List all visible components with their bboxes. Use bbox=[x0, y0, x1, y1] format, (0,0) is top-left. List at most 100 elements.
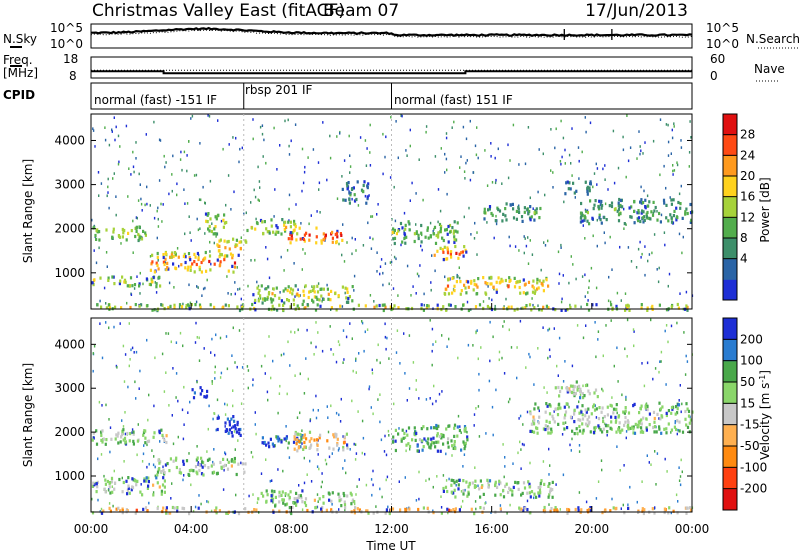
heatmap-cell bbox=[95, 228, 98, 233]
heatmap-cell bbox=[282, 498, 285, 502]
heatmap-cell bbox=[462, 303, 465, 307]
heatmap-cell bbox=[254, 308, 257, 312]
heatmap-cell bbox=[549, 431, 552, 435]
heatmap-cell bbox=[389, 176, 392, 179]
heatmap-cell bbox=[361, 451, 363, 455]
heatmap-cell bbox=[478, 388, 480, 392]
heatmap-cell bbox=[132, 432, 135, 436]
heatmap-cell bbox=[604, 202, 607, 206]
heatmap-cell bbox=[295, 203, 297, 206]
heatmap-cell bbox=[595, 355, 597, 359]
heatmap-cell bbox=[447, 424, 450, 428]
heatmap-cell bbox=[540, 308, 543, 312]
heatmap-cell bbox=[601, 430, 604, 434]
heatmap-cell bbox=[670, 428, 673, 432]
heatmap-cell bbox=[272, 359, 274, 363]
heatmap-cell bbox=[633, 431, 637, 435]
heatmap-cell bbox=[690, 136, 692, 139]
heatmap-cell bbox=[640, 306, 643, 310]
heatmap-cell bbox=[376, 358, 378, 362]
heatmap-cell bbox=[256, 501, 259, 504]
heatmap-cell bbox=[234, 448, 236, 451]
heatmap-cell bbox=[539, 484, 542, 488]
heatmap-cell bbox=[600, 206, 603, 210]
heatmap-cell bbox=[205, 219, 208, 223]
heatmap-cell bbox=[204, 286, 206, 290]
heatmap-cell bbox=[350, 502, 353, 506]
heatmap-cell bbox=[109, 491, 112, 495]
heatmap-cell bbox=[124, 353, 127, 356]
heatmap-cell bbox=[303, 233, 306, 237]
heatmap-cell bbox=[528, 482, 531, 486]
heatmap-cell bbox=[182, 459, 185, 463]
heatmap-cell bbox=[586, 302, 589, 307]
heatmap-cell bbox=[447, 437, 450, 441]
heatmap-cell bbox=[130, 348, 132, 352]
heatmap-cell bbox=[464, 248, 467, 252]
heatmap-cell bbox=[462, 479, 465, 483]
heatmap-cell bbox=[564, 308, 567, 312]
heatmap-cell bbox=[572, 388, 575, 392]
heatmap-cell bbox=[200, 456, 203, 460]
heatmap-cell bbox=[176, 506, 179, 510]
heatmap-cell bbox=[510, 346, 513, 349]
heatmap-cell bbox=[267, 285, 270, 289]
heatmap-cell bbox=[322, 297, 325, 301]
nsky-panel: N.Sky 10^5 10^0 10^5 10^0 N.Search bbox=[3, 21, 800, 51]
heatmap-cell bbox=[294, 295, 296, 298]
heatmap-cell bbox=[140, 197, 142, 201]
heatmap-cell bbox=[406, 399, 408, 402]
heatmap-cell bbox=[433, 225, 437, 229]
heatmap-cell bbox=[294, 501, 297, 505]
heatmap-cell bbox=[351, 498, 355, 502]
heatmap-cell bbox=[175, 341, 178, 344]
heatmap-cell bbox=[464, 286, 467, 290]
heatmap-cell bbox=[240, 402, 243, 405]
date-label: 17/Jun/2013 bbox=[585, 1, 688, 21]
heatmap-cell bbox=[415, 379, 417, 382]
heatmap-cell bbox=[290, 511, 293, 516]
heatmap-cell bbox=[260, 284, 263, 288]
heatmap-cell bbox=[120, 435, 123, 439]
heatmap-cell bbox=[617, 414, 621, 418]
heatmap-cell bbox=[213, 227, 216, 231]
heatmap-cell bbox=[380, 438, 383, 442]
heatmap-cell bbox=[586, 192, 589, 196]
heatmap-cell bbox=[363, 180, 366, 184]
heatmap-cell bbox=[366, 195, 369, 199]
heatmap-cell bbox=[204, 256, 207, 260]
heatmap-cell bbox=[546, 427, 549, 431]
heatmap-cell bbox=[372, 469, 374, 473]
heatmap-cell bbox=[417, 236, 420, 241]
heatmap-cell bbox=[432, 441, 436, 445]
heatmap-cell bbox=[566, 507, 569, 512]
heatmap-cell bbox=[482, 506, 485, 510]
heatmap-cell bbox=[272, 287, 275, 291]
heatmap-cell bbox=[193, 252, 196, 256]
heatmap-cell bbox=[106, 265, 108, 268]
heatmap-cell bbox=[526, 491, 529, 495]
heatmap-cell bbox=[152, 435, 155, 439]
heatmap-cell bbox=[338, 447, 340, 450]
heatmap-cell bbox=[453, 440, 456, 444]
heatmap-cell bbox=[594, 404, 596, 407]
heatmap-cell bbox=[388, 357, 390, 360]
heatmap-cell bbox=[228, 423, 231, 427]
heatmap-cell bbox=[211, 471, 214, 475]
heatmap-cell bbox=[394, 448, 397, 453]
heatmap-cell bbox=[365, 509, 368, 513]
heatmap-cell bbox=[642, 210, 645, 214]
heatmap-cell bbox=[213, 305, 216, 309]
heatmap-cell bbox=[288, 456, 291, 459]
heatmap-cell bbox=[427, 304, 430, 308]
heatmap-cell bbox=[575, 277, 577, 281]
heatmap-cell bbox=[108, 485, 111, 489]
heatmap-cell bbox=[638, 411, 641, 415]
heatmap-cell bbox=[507, 176, 510, 180]
heatmap-cell bbox=[561, 433, 564, 436]
heatmap-cell bbox=[543, 505, 546, 510]
heatmap-cell bbox=[113, 487, 116, 491]
heatmap-cell bbox=[574, 196, 576, 199]
heatmap-cell bbox=[527, 262, 530, 265]
y-tick-label: 3000 bbox=[54, 381, 85, 395]
